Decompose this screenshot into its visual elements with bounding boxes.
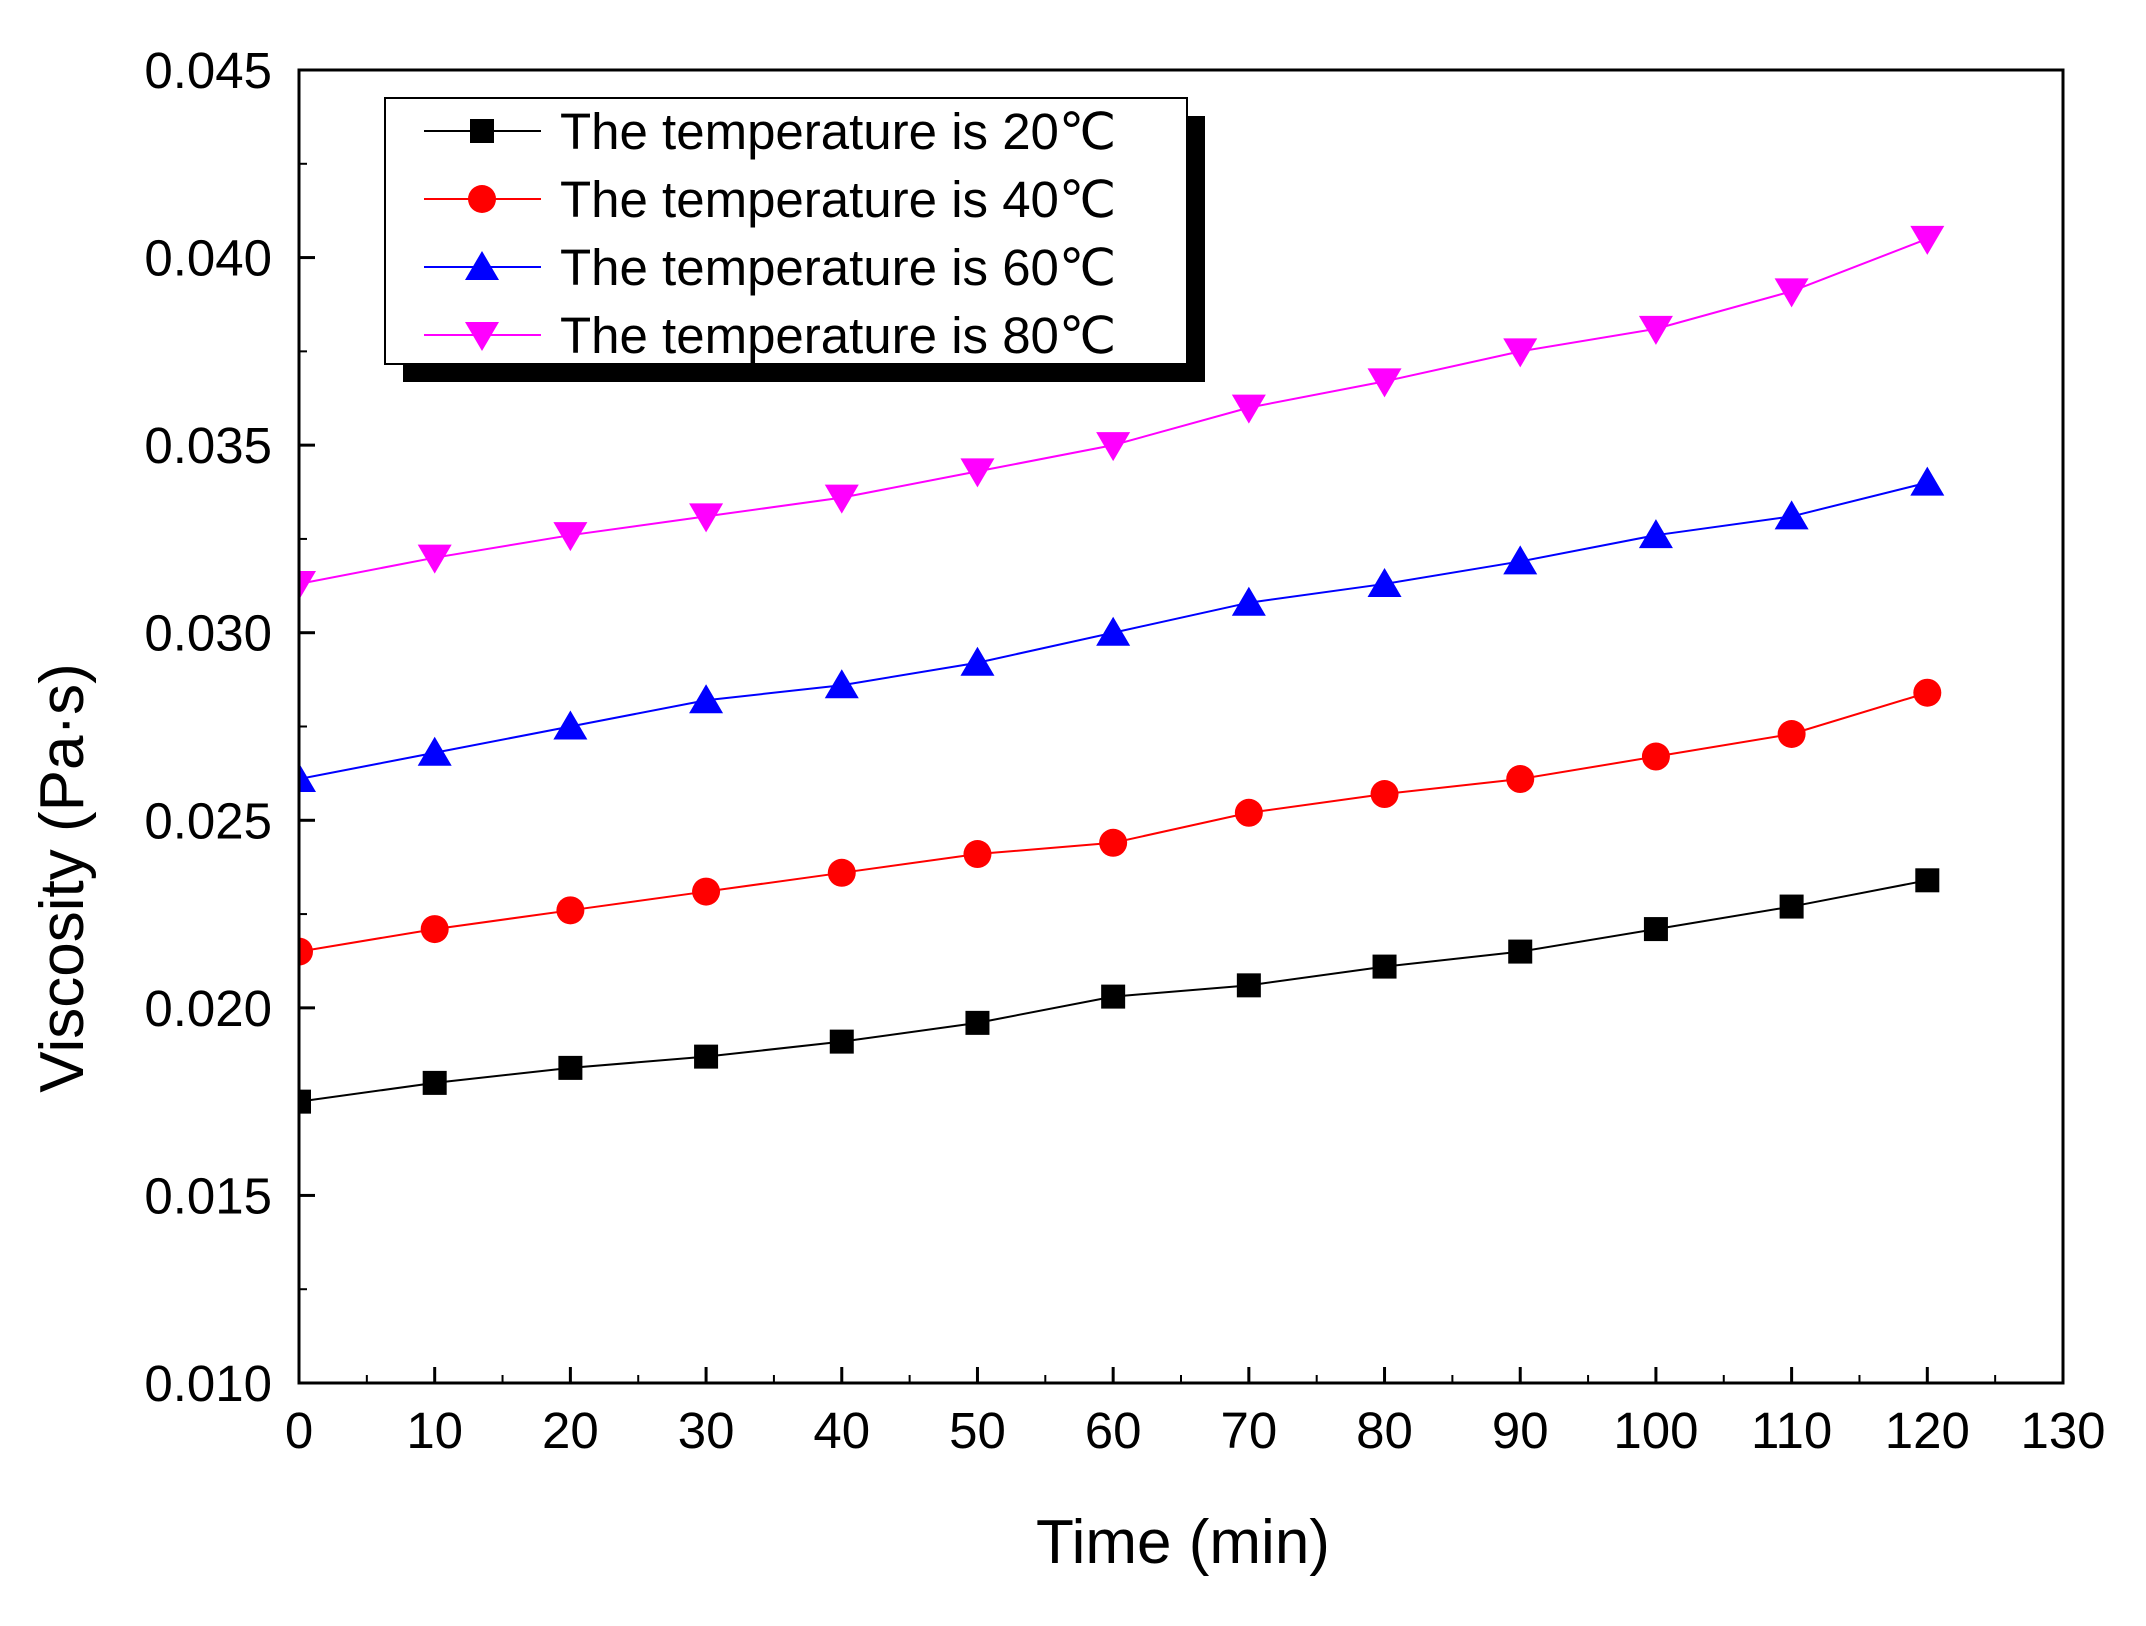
- series-4-point-9: [1367, 368, 1402, 398]
- series-3-point-13: [1910, 466, 1945, 496]
- y-tick-label-1: 0.010: [144, 1355, 272, 1412]
- legend-label-1: The temperature is 20℃: [560, 103, 1116, 160]
- x-tick-label-13: 120: [1885, 1402, 1970, 1459]
- series-3-point-8: [1231, 586, 1266, 616]
- x-axis-title: Time (min): [1036, 1508, 1330, 1577]
- y-tick-label-6: 0.035: [144, 417, 272, 474]
- legend-label-4: The temperature is 80℃: [560, 307, 1116, 364]
- data-layer: [299, 225, 1945, 1114]
- series-2-point-3: [556, 896, 585, 925]
- series-1-point-13: [1915, 868, 1940, 893]
- series-4-point-13: [1910, 225, 1945, 255]
- legend-marker-4: [465, 322, 499, 351]
- x-tick-label-2: 10: [406, 1402, 463, 1459]
- series-2-point-6: [963, 840, 992, 869]
- x-tick-label-10: 90: [1492, 1402, 1549, 1459]
- series-2-point-8: [1234, 798, 1263, 827]
- x-tick-label-8: 70: [1220, 1402, 1277, 1459]
- legend-label-3: The temperature is 60℃: [560, 239, 1116, 296]
- series-4-point-2: [417, 544, 452, 574]
- legend-marker-2: [468, 185, 496, 213]
- y-tick-label-4: 0.025: [144, 792, 272, 849]
- x-tick-label-11: 100: [1613, 1402, 1698, 1459]
- series-3-point-4: [689, 684, 724, 714]
- series-3-point-1: [299, 763, 316, 793]
- y-tick-label-3: 0.020: [144, 980, 272, 1037]
- series-2-point-10: [1506, 765, 1535, 794]
- series-3-point-6: [960, 646, 995, 676]
- series-3-point-7: [1096, 616, 1131, 646]
- x-tick-label-6: 50: [949, 1402, 1006, 1459]
- y-axis-title: Viscosity (Pa·s): [28, 663, 97, 1093]
- x-tick-label-4: 30: [678, 1402, 735, 1459]
- y-tick-label-8: 0.045: [144, 42, 272, 99]
- series-1-point-5: [829, 1029, 854, 1054]
- series-2-point-7: [1099, 828, 1128, 857]
- series-2-point-12: [1777, 720, 1806, 749]
- series-3-point-5: [824, 669, 859, 699]
- series-4-point-11: [1638, 315, 1673, 345]
- series-3-point-10: [1503, 545, 1538, 575]
- y-tick-label-7: 0.040: [144, 230, 272, 287]
- x-tick-label-14: 130: [2020, 1402, 2105, 1459]
- series-4-point-6: [960, 458, 995, 488]
- legend-label-2: The temperature is 40℃: [560, 171, 1116, 228]
- series-2-point-13: [1913, 678, 1942, 707]
- series-1-point-4: [694, 1044, 719, 1069]
- series-1-point-6: [965, 1010, 990, 1035]
- plot-area: 0 10 20 30 40 50 60 70 80 90 100 110 120 130 0.010 0.01…: [144, 42, 2105, 1459]
- y-tick-label-5: 0.030: [144, 605, 272, 662]
- series-1-point-2: [422, 1070, 447, 1095]
- series-2-point-5: [827, 858, 856, 887]
- series-4-point-4: [689, 503, 724, 533]
- legend: The temperature is 20℃ The temperature is…: [384, 97, 1205, 382]
- series-1-point-9: [1372, 954, 1397, 979]
- legend-marker-1: [470, 119, 494, 143]
- series-4-point-8: [1231, 394, 1266, 424]
- series-1-point-10: [1508, 939, 1533, 964]
- series-1-point-11: [1643, 917, 1668, 942]
- legend-box: [384, 97, 1188, 365]
- series-1-point-12: [1779, 894, 1804, 919]
- x-tick-label-1: 0: [285, 1402, 313, 1459]
- series-2-point-4: [692, 877, 721, 906]
- x-tick-label-7: 60: [1085, 1402, 1142, 1459]
- series-2-point-11: [1641, 742, 1670, 771]
- series-4-point-3: [553, 522, 588, 552]
- series-4-point-5: [824, 484, 859, 514]
- x-tick-label-12: 110: [1751, 1402, 1832, 1459]
- x-tick-label-9: 80: [1356, 1402, 1413, 1459]
- series-4-point-1: [299, 570, 316, 600]
- series-2-point-2: [420, 915, 449, 944]
- series-1-point-3: [558, 1055, 583, 1080]
- legend-marker-3: [465, 251, 499, 280]
- series-3-point-9: [1367, 567, 1402, 597]
- series-2-point-1: [299, 937, 313, 966]
- series-3-point-11: [1638, 519, 1673, 549]
- series-3-point-2: [417, 736, 452, 766]
- series-3-point-12: [1774, 500, 1809, 530]
- series-4-point-7: [1096, 432, 1131, 462]
- x-tick-label-3: 20: [542, 1402, 599, 1459]
- series-2-point-9: [1370, 780, 1399, 809]
- x-tick-label-5: 40: [813, 1402, 870, 1459]
- y-tick-label-2: 0.015: [144, 1167, 272, 1224]
- series-1-point-7: [1101, 984, 1126, 1009]
- series-1-point-8: [1236, 973, 1261, 998]
- series-4-point-12: [1774, 278, 1809, 308]
- series-4-point-10: [1503, 338, 1538, 368]
- series-3-point-3: [553, 710, 588, 740]
